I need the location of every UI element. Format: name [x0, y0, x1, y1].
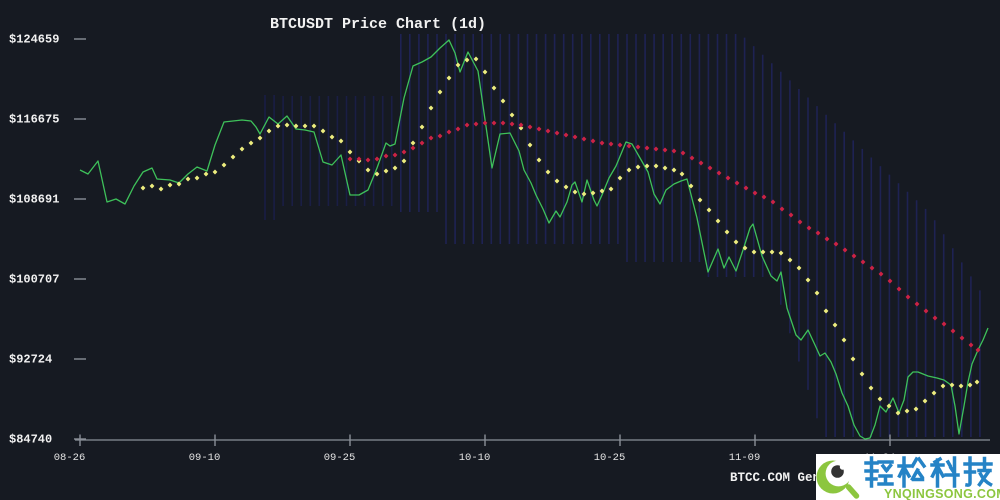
svg-text:BTCUSDT Price Chart (1d): BTCUSDT Price Chart (1d)	[270, 16, 486, 33]
svg-text:$84740: $84740	[9, 433, 52, 447]
svg-text:09-25: 09-25	[324, 452, 356, 464]
svg-text:10-25: 10-25	[594, 452, 626, 464]
svg-text:08-26: 08-26	[54, 452, 86, 464]
svg-text:$100707: $100707	[9, 273, 59, 287]
svg-text:YNQINGSONG.COM: YNQINGSONG.COM	[884, 487, 1000, 500]
svg-text:$92724: $92724	[9, 353, 52, 367]
svg-text:09-10: 09-10	[189, 452, 221, 464]
svg-text:11-09: 11-09	[729, 452, 761, 464]
svg-text:$116675: $116675	[9, 113, 59, 127]
svg-text:$124659: $124659	[9, 33, 59, 47]
svg-text:10-10: 10-10	[459, 452, 491, 464]
svg-text:$108691: $108691	[9, 193, 59, 207]
